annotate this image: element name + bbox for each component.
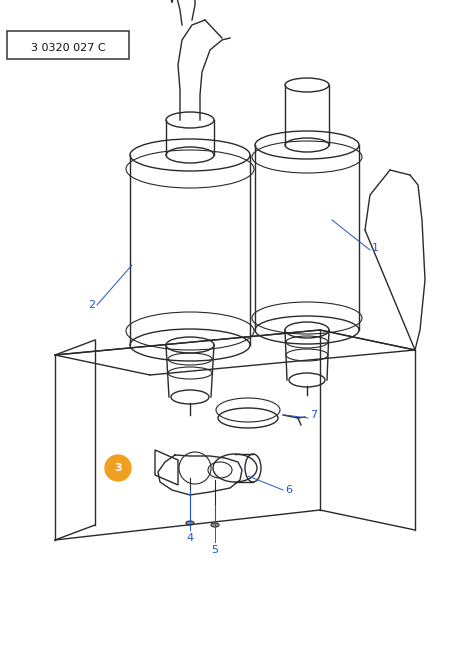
Text: 3: 3 <box>114 463 122 473</box>
Text: 2: 2 <box>88 300 95 310</box>
Text: 6: 6 <box>285 485 292 495</box>
Text: 3 0320 027 C: 3 0320 027 C <box>31 43 105 53</box>
Text: 7: 7 <box>310 410 317 420</box>
Circle shape <box>105 455 131 481</box>
Ellipse shape <box>186 521 194 525</box>
Text: 1: 1 <box>372 243 379 253</box>
Ellipse shape <box>211 523 219 527</box>
Text: 5: 5 <box>212 545 219 555</box>
Text: 4: 4 <box>186 533 193 543</box>
FancyBboxPatch shape <box>7 31 129 59</box>
